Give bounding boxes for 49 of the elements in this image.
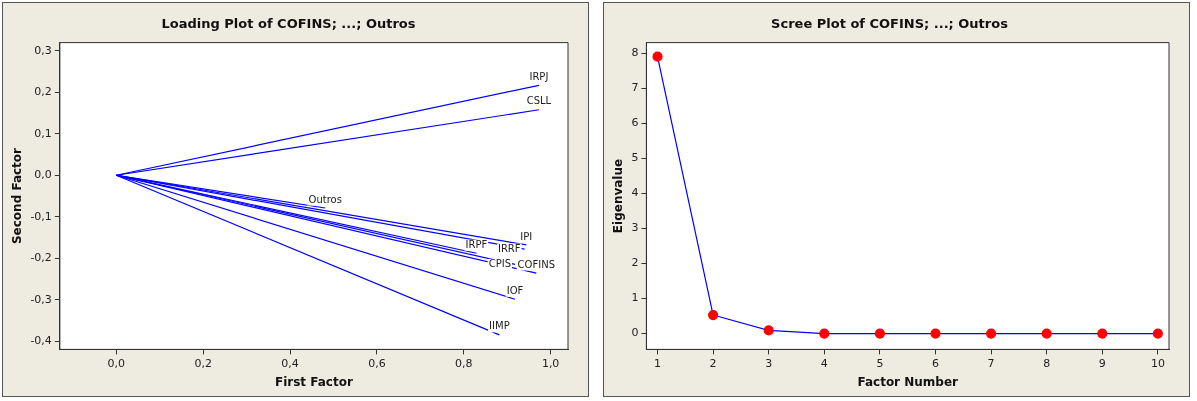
x-tick-label: 0,2	[194, 356, 212, 370]
y-tick-label: 0,0	[34, 168, 52, 182]
x-tick-label: 0,0	[107, 356, 126, 370]
y-tick-label: 8	[631, 45, 639, 59]
y-tick-label: 5	[631, 151, 639, 165]
x-tick-label: 10	[1150, 356, 1165, 370]
x-tick-label: 5	[876, 356, 884, 370]
x-tick-label: 0,4	[281, 356, 299, 370]
x-tick-label: 9	[1098, 356, 1106, 370]
chart-title: Loading Plot of COFINS; ...; Outros	[161, 16, 416, 32]
x-tick-label: 8	[1043, 356, 1051, 370]
y-tick-label: -0,2	[30, 251, 52, 265]
x-tick-label: 4	[820, 356, 828, 370]
y-tick-label: -0,3	[30, 292, 52, 306]
y-tick-label: 0,3	[34, 43, 52, 57]
x-axis-title: First Factor	[274, 374, 353, 389]
y-axis-title: Second Factor	[10, 147, 25, 245]
series-label: IPI	[520, 230, 533, 242]
y-tick-label: 4	[631, 186, 639, 200]
y-tick-label: 0,1	[34, 126, 52, 140]
y-tick-label: 6	[631, 116, 639, 130]
x-axis-title: Factor Number	[857, 374, 959, 389]
series-label: Outros	[308, 193, 342, 205]
x-tick-label: 3	[765, 356, 773, 370]
y-tick-label: 1	[631, 291, 639, 305]
series-label: CSLL	[526, 95, 552, 107]
x-tick-label: 7	[987, 356, 995, 370]
y-axis-title: Eigenvalue	[611, 158, 626, 234]
y-tick-label: 3	[631, 221, 639, 235]
y-tick-label: 0	[631, 326, 639, 340]
x-tick-label: 0,8	[455, 356, 473, 370]
chart-title: Scree Plot of COFINS; ...; Outros	[771, 16, 1009, 32]
x-tick-label: 6	[932, 356, 939, 370]
series-label: IRRF	[497, 242, 521, 254]
y-tick-label: 0,2	[34, 85, 52, 99]
x-tick-label: 1,0	[541, 356, 560, 370]
series-label: CPIS	[488, 258, 512, 269]
series-label: IIMP	[489, 320, 510, 332]
x-tick-label: 1	[654, 356, 662, 370]
x-tick-label: 2	[709, 356, 717, 370]
y-tick-label: -0,4	[30, 333, 52, 347]
y-tick-label: -0,1	[30, 209, 52, 223]
series-label: IOF	[506, 284, 524, 296]
x-tick-label: 0,6	[368, 356, 386, 370]
y-tick-label: 2	[631, 256, 639, 270]
series-label: COFINS	[517, 258, 555, 270]
series-label: IRPF	[465, 238, 488, 250]
y-tick-label: 7	[631, 81, 639, 95]
series-label: IRPJ	[529, 70, 549, 82]
